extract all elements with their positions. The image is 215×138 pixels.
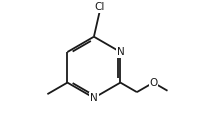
Text: O: O <box>149 78 158 88</box>
Text: N: N <box>117 47 124 57</box>
Text: Cl: Cl <box>94 2 104 12</box>
Text: N: N <box>90 93 98 103</box>
